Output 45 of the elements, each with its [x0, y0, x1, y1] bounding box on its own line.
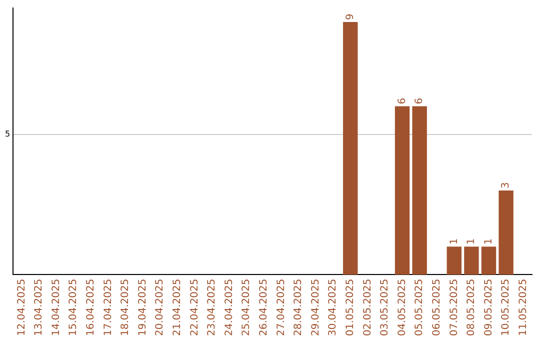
- x-tick-label: 20.04.2025: [154, 278, 166, 336]
- x-tick-label: 23.04.2025: [206, 278, 218, 336]
- bar: [343, 22, 358, 275]
- data-label: 1: [466, 238, 478, 245]
- x-tick-label: 24.04.2025: [224, 278, 235, 336]
- x-tick-label: 01.05.2025: [344, 278, 356, 336]
- x-tick-label: 19.04.2025: [137, 278, 148, 336]
- x-tick-label: 04.05.2025: [396, 278, 408, 336]
- x-tick-label: 10.05.2025: [500, 278, 512, 336]
- x-tick-label: 12.04.2025: [16, 278, 28, 336]
- data-label: 6: [396, 98, 408, 104]
- x-tick-label: 07.05.2025: [448, 278, 460, 336]
- bar: [464, 246, 479, 275]
- x-tick-label: 29.04.2025: [310, 278, 322, 336]
- x-tick-label: 22.04.2025: [189, 278, 200, 336]
- x-tick-label: 02.05.2025: [362, 278, 374, 336]
- bar: [498, 190, 514, 275]
- data-label: 9: [344, 14, 356, 20]
- x-tick-label: 25.04.2025: [241, 278, 252, 336]
- x-tick-label: 28.04.2025: [293, 278, 304, 336]
- x-tick-label: 08.05.2025: [466, 278, 478, 336]
- data-label: 1: [448, 238, 460, 245]
- x-tick-label: 17.04.2025: [102, 278, 114, 336]
- x-tick-label: 11.05.2025: [518, 278, 529, 336]
- x-tick-label: 26.04.2025: [258, 278, 270, 336]
- x-tick-label: 30.04.2025: [328, 278, 339, 336]
- x-tick-label: 06.05.2025: [431, 278, 442, 336]
- x-tick-label: 05.05.2025: [414, 278, 426, 336]
- x-tick-label: 09.05.2025: [483, 278, 494, 336]
- bar: [394, 106, 410, 275]
- bar: [412, 106, 427, 275]
- x-tick-label: 14.04.2025: [50, 278, 62, 336]
- x-tick-label: 16.04.2025: [86, 278, 97, 336]
- x-tick-label: 03.05.2025: [380, 278, 391, 336]
- bar: [481, 246, 496, 275]
- x-tick-label: 13.04.2025: [34, 278, 45, 336]
- x-tick-label: 21.04.2025: [172, 278, 184, 336]
- data-label: 3: [500, 182, 512, 189]
- x-tick-label: 18.04.2025: [120, 278, 132, 336]
- y-tick-label: 5: [4, 129, 10, 138]
- bar: [446, 246, 462, 275]
- x-tick-label: 27.04.2025: [276, 278, 287, 336]
- data-label: 1: [483, 238, 494, 245]
- data-label: 6: [414, 98, 426, 104]
- x-tick-label: 15.04.2025: [68, 278, 80, 336]
